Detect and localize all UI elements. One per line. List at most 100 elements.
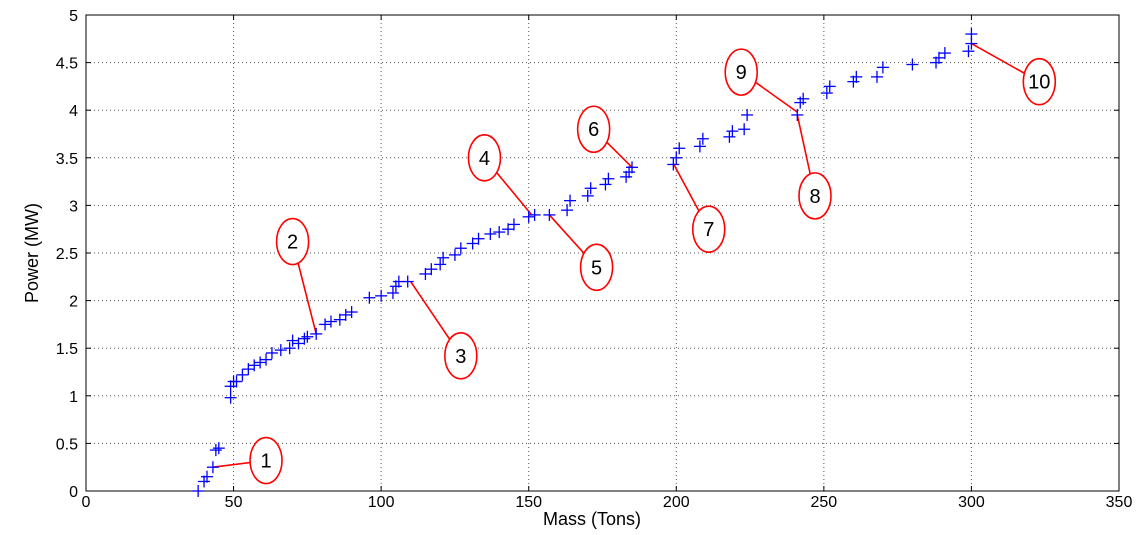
data-point-plus bbox=[602, 172, 615, 185]
data-point-plus bbox=[310, 327, 323, 340]
x-tick-label: 200 bbox=[663, 494, 690, 511]
data-point-plus bbox=[938, 47, 951, 60]
callout-circle bbox=[579, 243, 614, 292]
y-tick-label: 1 bbox=[69, 389, 78, 406]
data-point-plus bbox=[726, 125, 739, 138]
data-point-plus bbox=[224, 391, 237, 404]
data-point-plus bbox=[212, 442, 225, 455]
callout-badge: 7 bbox=[691, 205, 726, 253]
y-tick-label: 2 bbox=[69, 294, 78, 311]
data-point-plus bbox=[286, 334, 299, 347]
data-point-plus bbox=[339, 308, 352, 321]
x-tick-label: 50 bbox=[225, 494, 243, 511]
data-point-plus bbox=[723, 130, 736, 143]
data-point-plus bbox=[876, 61, 889, 74]
y-tick-label: 1.5 bbox=[56, 341, 78, 358]
data-point-plus bbox=[791, 108, 804, 121]
callout-number: 6 bbox=[588, 119, 599, 141]
x-tick-label: 300 bbox=[958, 494, 985, 511]
data-point-plus bbox=[581, 189, 594, 202]
callout-circle bbox=[444, 332, 478, 380]
callout-badge: 2 bbox=[275, 217, 310, 266]
callout-number: 1 bbox=[260, 451, 271, 473]
y-axis-label: Power (MW) bbox=[22, 203, 42, 303]
data-point-plus bbox=[206, 461, 219, 474]
data-point-plus bbox=[850, 70, 863, 83]
data-point-plus bbox=[448, 248, 461, 261]
callout-number: 8 bbox=[809, 186, 820, 208]
data-point-plus bbox=[201, 470, 214, 483]
data-point-plus bbox=[507, 218, 520, 231]
data-point-plus bbox=[437, 251, 450, 264]
data-point-plus bbox=[319, 318, 332, 331]
callout-badge: 6 bbox=[576, 105, 611, 154]
callout-circle bbox=[249, 436, 283, 485]
y-tick-label: 4 bbox=[69, 103, 78, 120]
y-tick-label: 0 bbox=[69, 484, 78, 501]
data-point-plus bbox=[626, 161, 639, 174]
data-point-plus bbox=[670, 151, 683, 164]
data-point-plus bbox=[298, 332, 311, 345]
data-point-plus bbox=[248, 359, 261, 372]
y-tick-label: 4.5 bbox=[56, 56, 78, 73]
data-point-plus bbox=[260, 353, 273, 366]
x-tick-label: 100 bbox=[368, 494, 395, 511]
data-point-plus bbox=[389, 280, 402, 293]
data-point-plus bbox=[741, 108, 754, 121]
data-point-plus bbox=[434, 258, 447, 271]
data-point-plus bbox=[584, 182, 597, 195]
callout-number: 4 bbox=[479, 148, 490, 170]
data-point-plus bbox=[236, 368, 249, 381]
data-point-plus bbox=[254, 356, 267, 369]
callout-badge: 4 bbox=[467, 134, 502, 182]
data-point-plus bbox=[425, 263, 438, 276]
data-point-plus bbox=[599, 178, 612, 191]
callout-badge: 3 bbox=[444, 332, 478, 380]
y-tick-label: 5 bbox=[69, 8, 78, 25]
data-point-plus bbox=[209, 444, 222, 457]
data-point-plus bbox=[192, 485, 205, 497]
callout-circle bbox=[798, 172, 832, 220]
data-point-plus bbox=[274, 344, 287, 357]
data-point-plus bbox=[623, 166, 636, 179]
data-point-plus bbox=[224, 380, 237, 393]
data-point-plus bbox=[696, 132, 709, 145]
data-point-plus bbox=[401, 275, 414, 288]
callout-number: 2 bbox=[287, 232, 298, 254]
data-points bbox=[192, 28, 978, 497]
y-tick-label: 0.5 bbox=[56, 436, 78, 453]
data-point-plus bbox=[962, 45, 975, 58]
callout-number: 5 bbox=[591, 257, 602, 279]
data-point-plus bbox=[472, 232, 485, 245]
data-point-plus bbox=[466, 237, 479, 250]
data-point-plus bbox=[198, 475, 211, 488]
data-point-plus bbox=[930, 56, 943, 69]
callout-number: 9 bbox=[736, 62, 747, 84]
data-point-plus bbox=[301, 330, 314, 343]
data-point-plus bbox=[375, 289, 388, 302]
data-point-plus bbox=[419, 267, 432, 280]
data-point-plus bbox=[906, 58, 919, 71]
data-point-plus bbox=[823, 80, 836, 93]
y-tick-label: 3 bbox=[69, 198, 78, 215]
data-point-plus bbox=[333, 313, 346, 326]
callout-number: 7 bbox=[703, 219, 714, 241]
data-point-plus bbox=[230, 375, 243, 388]
data-point-plus bbox=[673, 142, 686, 155]
data-point-plus bbox=[667, 158, 680, 171]
data-point-plus bbox=[528, 208, 541, 221]
callout-circle bbox=[576, 105, 611, 154]
data-point-plus bbox=[738, 123, 751, 136]
x-tick-label: 150 bbox=[515, 494, 542, 511]
callout-badge: 9 bbox=[724, 48, 759, 96]
data-point-plus bbox=[847, 75, 860, 88]
x-tick-label: 0 bbox=[82, 494, 91, 511]
data-point-plus bbox=[797, 92, 810, 105]
data-point-plus bbox=[693, 140, 706, 153]
data-point-plus bbox=[561, 204, 574, 217]
data-point-plus bbox=[493, 226, 506, 239]
data-point-plus bbox=[620, 170, 633, 183]
callout-circle bbox=[467, 134, 502, 182]
data-point-plus bbox=[820, 87, 833, 100]
